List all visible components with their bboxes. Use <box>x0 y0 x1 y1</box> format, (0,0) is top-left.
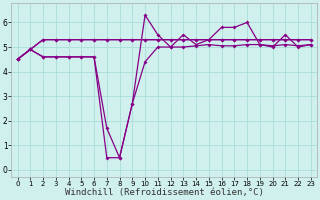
X-axis label: Windchill (Refroidissement éolien,°C): Windchill (Refroidissement éolien,°C) <box>65 188 264 197</box>
